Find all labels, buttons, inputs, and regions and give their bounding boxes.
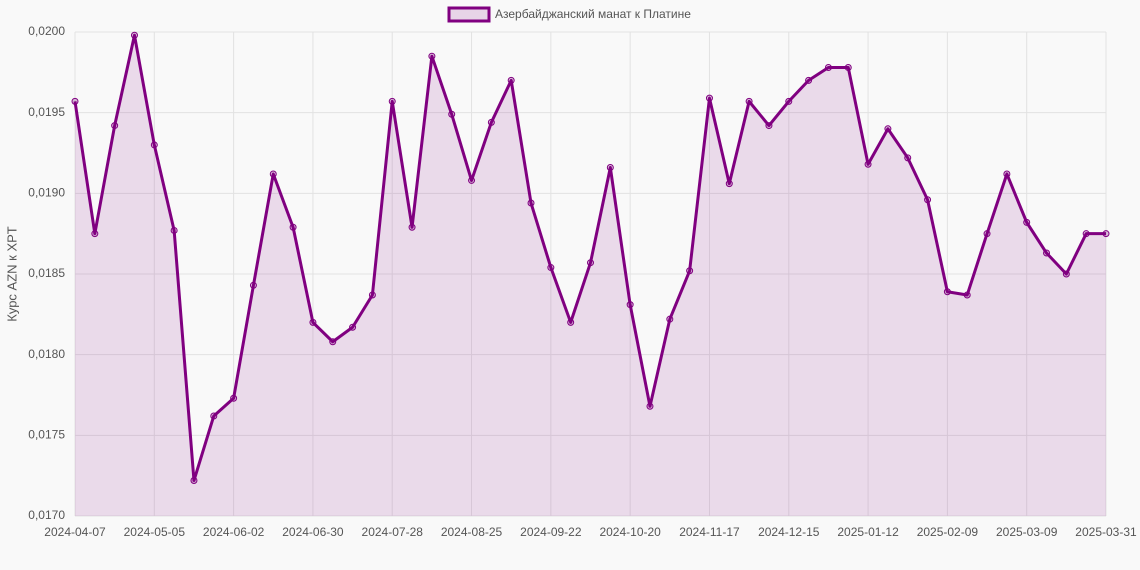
legend-swatch <box>447 6 491 23</box>
x-tick-label: 2025-03-09 <box>996 525 1058 539</box>
x-tick-label: 2024-04-07 <box>44 525 106 539</box>
point <box>150 141 158 149</box>
x-tick-label: 2024-05-05 <box>124 525 186 539</box>
x-tick-label: 2024-11-17 <box>679 525 740 539</box>
point <box>507 76 515 84</box>
point <box>626 301 634 309</box>
point <box>844 63 852 71</box>
x-tick-label: 2024-06-30 <box>282 525 344 539</box>
point <box>983 230 991 238</box>
point <box>91 230 99 238</box>
x-tick-label: 2024-09-22 <box>520 525 582 539</box>
point <box>487 118 495 126</box>
point <box>1003 170 1011 178</box>
point <box>924 196 932 204</box>
point <box>349 323 357 331</box>
point <box>428 52 436 60</box>
point <box>368 291 376 299</box>
point <box>468 176 476 184</box>
point <box>408 223 416 231</box>
y-tick-label: 0,0180 <box>28 347 65 361</box>
point <box>824 63 832 71</box>
point <box>745 97 753 105</box>
x-tick-label: 2024-07-28 <box>362 525 424 539</box>
legend-label: Азербайджанский манат к Платине <box>495 7 691 21</box>
point <box>1082 230 1090 238</box>
point <box>1102 230 1110 238</box>
point <box>111 122 119 130</box>
point <box>666 315 674 323</box>
y-tick-label: 0,0185 <box>28 266 65 280</box>
point <box>587 259 594 267</box>
x-tick-label: 2024-12-15 <box>758 525 820 539</box>
point <box>249 281 257 289</box>
point <box>289 223 297 231</box>
point <box>805 76 813 84</box>
point <box>130 31 138 39</box>
point <box>527 199 535 207</box>
y-tick-label: 0,0190 <box>28 186 65 200</box>
y-tick-label: 0,0195 <box>28 105 65 119</box>
point <box>388 97 396 105</box>
point <box>269 170 277 178</box>
point <box>785 97 793 105</box>
x-tick-label: 2025-01-12 <box>837 525 899 539</box>
point <box>567 318 575 326</box>
line <box>73 33 1106 483</box>
point <box>884 125 892 133</box>
point <box>210 412 218 420</box>
y-tick-label: 0,0170 <box>28 508 65 522</box>
y-tick-label: 0,0175 <box>28 428 65 442</box>
point <box>329 338 337 346</box>
point <box>686 267 694 275</box>
point <box>725 180 733 188</box>
point <box>943 288 951 296</box>
x-tick-label: 2025-03-31 <box>1075 525 1137 539</box>
x-tick-label: 2024-08-25 <box>441 525 503 539</box>
point <box>230 394 238 402</box>
point <box>705 94 713 102</box>
x-tick-label: 2024-10-20 <box>599 525 661 539</box>
point <box>765 122 773 130</box>
x-tick-label: 2024-06-02 <box>203 525 265 539</box>
y-tick-label: 0,0200 <box>28 24 65 38</box>
x-tick-label: 2025-02-09 <box>917 525 979 539</box>
point <box>1043 249 1051 257</box>
legend: Азербайджанский манат к Платине <box>447 6 691 23</box>
point <box>606 164 614 172</box>
point <box>904 154 912 162</box>
point <box>448 110 456 118</box>
point <box>646 402 654 410</box>
point <box>547 264 555 272</box>
point <box>864 160 872 168</box>
area <box>75 35 1106 517</box>
point <box>309 318 317 326</box>
y-axis-label: Курс AZN к XPT <box>4 226 19 322</box>
point <box>963 291 971 299</box>
point <box>190 477 198 485</box>
point <box>1062 270 1070 278</box>
point <box>71 97 79 105</box>
point <box>1023 218 1031 226</box>
point <box>170 226 178 234</box>
